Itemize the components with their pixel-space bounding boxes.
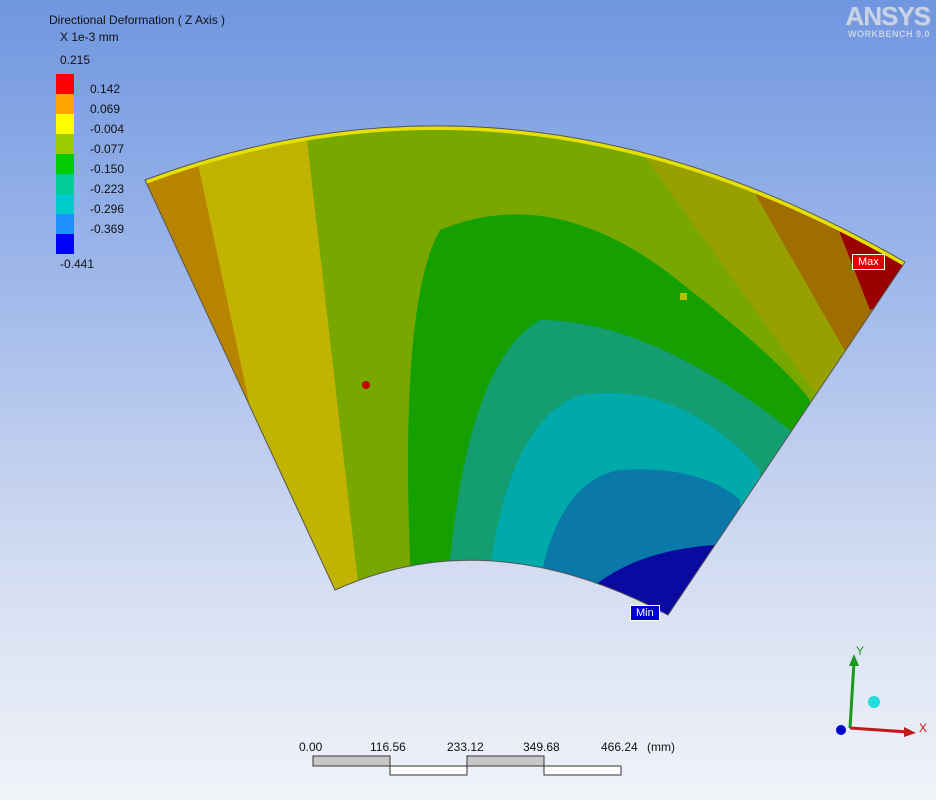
legend-swatch xyxy=(56,214,74,234)
logo-name: ANSYS xyxy=(845,1,931,31)
legend-label: 0.069 xyxy=(90,102,121,116)
scale-tick-0: 0.00 xyxy=(299,740,323,754)
y-axis-line xyxy=(848,661,856,729)
scale-bar xyxy=(312,755,622,776)
y-axis-arrow xyxy=(849,654,859,666)
band-darkblue xyxy=(595,545,715,615)
scale-tick-4: 466.24 xyxy=(601,740,638,754)
band-left-yellow xyxy=(180,125,370,615)
z-axis-dot xyxy=(836,725,846,735)
legend-swatch xyxy=(56,194,74,214)
legend-label: -0.296 xyxy=(90,202,125,216)
legend-min-value: -0.441 xyxy=(60,257,95,271)
scale-tick-2: 233.12 xyxy=(447,740,484,754)
max-probe-label[interactable]: Max xyxy=(852,254,885,270)
scale-seg-1 xyxy=(312,755,391,767)
legend-swatch xyxy=(56,134,74,154)
legend-swatch xyxy=(56,114,74,134)
scale-tick-1: 116.56 xyxy=(370,740,406,754)
x-axis-line xyxy=(849,726,909,734)
legend-color-bar xyxy=(56,74,74,254)
legend-label: -0.077 xyxy=(90,142,125,156)
probe-point[interactable] xyxy=(362,381,370,389)
x-axis-arrow xyxy=(904,727,916,737)
ansys-logo: ANSYS WORKBENCH 9.0 xyxy=(838,1,931,39)
legend-label: -0.223 xyxy=(90,182,125,196)
legend-label: -0.004 xyxy=(90,122,125,136)
legend-top-value: 0.215 xyxy=(60,53,91,67)
y-axis-label: Y xyxy=(856,644,865,658)
legend-swatch xyxy=(56,154,74,174)
legend-title: Directional Deformation ( Z Axis ) xyxy=(49,13,226,27)
legend-label: 0.142 xyxy=(90,82,121,96)
x-axis-label: X xyxy=(919,721,928,735)
axis-triad[interactable] xyxy=(826,640,936,750)
legend-label: -0.369 xyxy=(90,222,125,236)
scale-seg-4 xyxy=(543,765,622,776)
scale-unit: (mm) xyxy=(647,740,675,754)
sector-outline xyxy=(144,125,906,616)
probe-marker[interactable] xyxy=(680,293,687,300)
logo-subtitle: WORKBENCH 9.0 xyxy=(847,29,930,39)
scale-tick-3: 349.68 xyxy=(523,740,560,754)
legend-swatch xyxy=(56,74,74,94)
legend-label: -0.150 xyxy=(90,162,125,176)
min-probe-label[interactable]: Min xyxy=(630,605,660,621)
legend-swatch xyxy=(56,94,74,114)
legend-swatch xyxy=(56,234,74,254)
legend-swatch xyxy=(56,174,74,194)
view-sphere xyxy=(868,696,880,708)
scale-seg-3 xyxy=(466,755,545,767)
legend-unit: X 1e-3 mm xyxy=(60,30,119,44)
scale-seg-2 xyxy=(389,765,468,776)
